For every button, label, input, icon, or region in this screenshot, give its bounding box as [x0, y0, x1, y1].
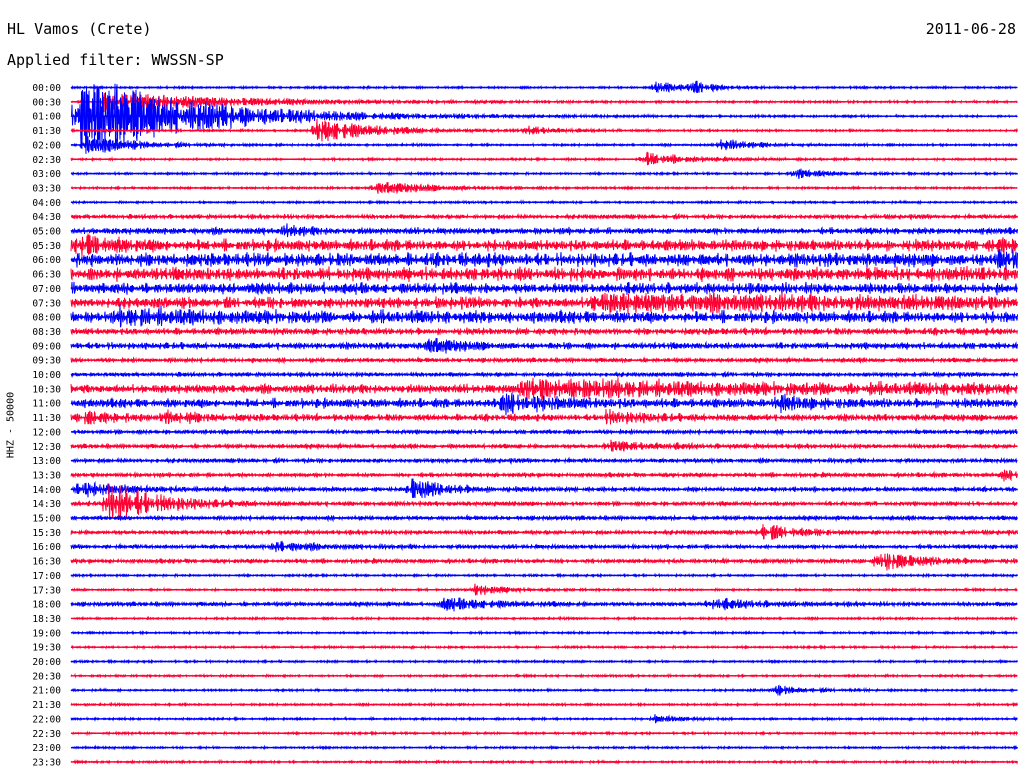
row-time-label: 01:30 [32, 126, 61, 137]
row-time-label: 08:00 [32, 313, 61, 324]
row-time-label: 18:30 [32, 614, 61, 625]
row-time-label: 19:30 [32, 643, 61, 654]
row-time-label: 09:00 [32, 341, 61, 352]
record-date: 2011-06-28 [925, 20, 1016, 38]
row-time-label: 17:30 [32, 585, 61, 596]
row-time-label: 07:00 [32, 284, 61, 295]
row-time-label: 03:30 [32, 183, 61, 194]
trace-row-0500 [70, 223, 1018, 238]
trace-row-1400 [70, 478, 1018, 499]
row-time-label: 14:00 [32, 485, 61, 496]
row-time-label: 06:00 [32, 255, 61, 266]
row-time-label: 18:00 [32, 600, 61, 611]
row-time-label: 02:30 [32, 155, 61, 166]
row-time-label: 22:00 [32, 714, 61, 725]
row-time-label: 05:00 [32, 227, 61, 238]
row-time-label: 16:30 [32, 557, 61, 568]
row-time-label: 19:00 [32, 628, 61, 639]
row-time-label: 14:30 [32, 499, 61, 510]
row-time-label: 01:00 [32, 112, 61, 123]
row-time-label: 23:00 [32, 743, 61, 754]
row-time-label: 20:30 [32, 671, 61, 682]
row-time-label: 00:00 [32, 83, 61, 94]
row-time-label: 09:30 [32, 356, 61, 367]
row-time-label: 05:30 [32, 241, 61, 252]
row-time-label: 15:00 [32, 514, 61, 525]
row-time-label: 02:00 [32, 140, 61, 151]
row-time-label: 21:00 [32, 686, 61, 697]
trace-row-1130 [70, 408, 1018, 425]
row-time-label: 21:30 [32, 700, 61, 711]
row-time-label: 07:30 [32, 298, 61, 309]
filter-label: Applied filter: WWSSN-SP [7, 51, 224, 69]
row-time-label: 04:30 [32, 212, 61, 223]
row-time-label: 17:00 [32, 571, 61, 582]
station-title: HL Vamos (Crete) [7, 20, 152, 38]
row-time-label: 23:30 [32, 757, 61, 768]
row-time-label: 22:30 [32, 729, 61, 740]
row-time-label: 16:00 [32, 542, 61, 553]
row-time-label: 10:00 [32, 370, 61, 381]
row-time-label: 00:30 [32, 97, 61, 108]
row-time-label: 06:30 [32, 270, 61, 281]
row-time-label: 11:30 [32, 413, 61, 424]
row-time-label: 13:30 [32, 470, 61, 481]
row-time-label: 11:00 [32, 399, 61, 410]
row-time-label: 12:00 [32, 427, 61, 438]
row-time-label: 08:30 [32, 327, 61, 338]
row-time-label: 20:00 [32, 657, 61, 668]
row-time-label: 03:00 [32, 169, 61, 180]
row-time-label: 12:30 [32, 442, 61, 453]
trace-row-1630 [70, 553, 1018, 571]
row-time-label: 04:00 [32, 198, 61, 209]
row-time-label: 15:30 [32, 528, 61, 539]
row-time-label: 10:30 [32, 384, 61, 395]
trace-row-0230 [70, 151, 1018, 166]
row-time-label: 13:00 [32, 456, 61, 467]
